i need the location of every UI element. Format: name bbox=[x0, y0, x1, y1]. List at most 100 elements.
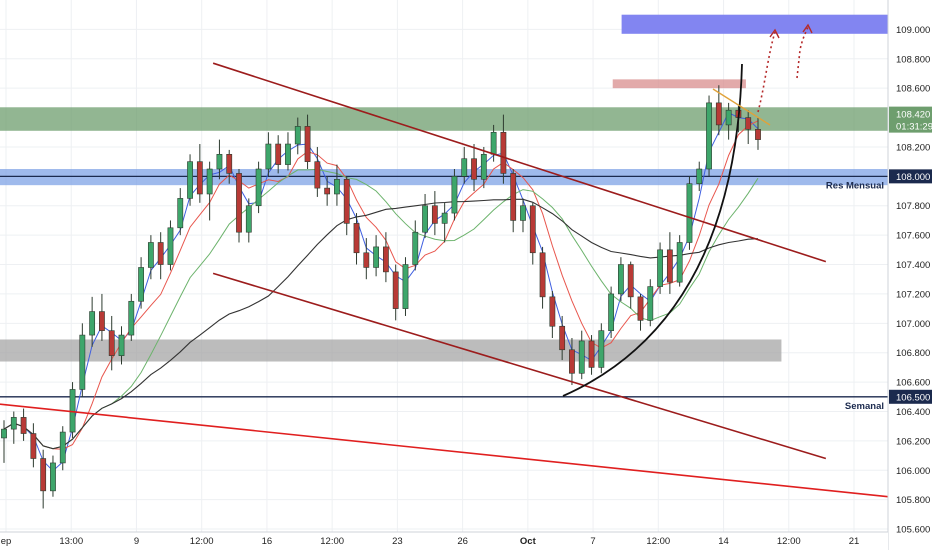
candle-body bbox=[20, 417, 27, 434]
res-mensual-line-label: Res Mensual bbox=[826, 180, 884, 191]
time-tick-label: 23 bbox=[392, 536, 403, 547]
channel-upper bbox=[212, 62, 827, 263]
candle-body bbox=[696, 168, 703, 185]
candle-body bbox=[529, 205, 536, 254]
level-106-label: 106.500 bbox=[896, 392, 930, 403]
channel-lower bbox=[212, 272, 827, 460]
price-tick-label: 106.800 bbox=[896, 348, 930, 359]
candle-body bbox=[755, 129, 761, 140]
candle-body bbox=[382, 246, 389, 273]
candle-body bbox=[422, 205, 428, 233]
time-tick-label: 21 bbox=[849, 536, 860, 547]
candle-body bbox=[245, 205, 252, 233]
candle-body bbox=[451, 176, 458, 214]
candle-body bbox=[40, 458, 47, 492]
candle-body bbox=[471, 158, 477, 180]
candle-body bbox=[1, 428, 7, 439]
candle-body bbox=[118, 334, 125, 356]
candle-body bbox=[637, 296, 644, 321]
candle-body bbox=[373, 246, 380, 268]
time-tick-label: 12:00 bbox=[777, 536, 801, 547]
ma-green bbox=[3, 168, 759, 450]
time-axis-bg bbox=[0, 532, 888, 550]
resistance-green-zone bbox=[0, 107, 888, 131]
time-tick-label: Oct bbox=[520, 536, 537, 547]
candle-body bbox=[480, 154, 487, 180]
time-tick-label: ep bbox=[1, 536, 12, 547]
long-trend bbox=[0, 403, 889, 498]
candle-body bbox=[108, 330, 115, 356]
arrowhead-1 bbox=[769, 28, 780, 39]
candle-body bbox=[138, 267, 144, 302]
resistance-red-zone bbox=[612, 79, 746, 89]
candle-body bbox=[187, 161, 193, 199]
support-gray-zone bbox=[0, 339, 782, 362]
candle-body bbox=[706, 102, 712, 170]
candle-body bbox=[618, 264, 624, 295]
price-tick-label: 106.000 bbox=[896, 466, 930, 477]
price-tick-label: 108.800 bbox=[896, 54, 930, 65]
candle-body bbox=[324, 187, 331, 195]
candle-body bbox=[99, 311, 105, 331]
candle-body bbox=[343, 178, 350, 224]
time-tick-label: 12:00 bbox=[190, 536, 214, 547]
price-axis[interactable]: 109.000 108.800 108.600 108.200 107.800 107.6… bbox=[887, 0, 932, 550]
price-tick-label: 107.400 bbox=[896, 260, 930, 271]
price-tick-label: 106.200 bbox=[896, 436, 930, 447]
time-tick-label: 7 bbox=[590, 536, 595, 547]
candle-body bbox=[657, 249, 663, 287]
candle-body bbox=[725, 109, 732, 126]
candle-body bbox=[304, 126, 311, 162]
semanal-line-label: Semanal bbox=[845, 401, 884, 412]
time-tick-label: 16 bbox=[262, 536, 273, 547]
price-tick-label: 109.000 bbox=[896, 25, 930, 36]
target-zone bbox=[621, 14, 888, 34]
time-axis[interactable]: ep 13:00 9 12:00 16 12:00 23 26 Oct 7 12:00 14 12:00… bbox=[0, 531, 888, 550]
projection-arrow-2 bbox=[796, 26, 809, 79]
candle-body bbox=[275, 143, 282, 165]
candle-body bbox=[167, 227, 174, 265]
candle-body bbox=[441, 212, 448, 224]
trend-lines bbox=[0, 62, 889, 498]
candle-body bbox=[236, 173, 242, 233]
candle-body bbox=[647, 286, 654, 321]
ma-black bbox=[3, 198, 759, 450]
price-tick-label: 108.600 bbox=[896, 84, 930, 95]
candle-body bbox=[59, 431, 66, 464]
candle-body bbox=[89, 311, 96, 336]
time-tick-label: 14 bbox=[718, 536, 729, 547]
price-tick-label: 106.400 bbox=[896, 407, 930, 418]
price-tick-label: 105.600 bbox=[896, 525, 930, 536]
candle-body bbox=[255, 168, 262, 207]
arrowhead-2 bbox=[802, 23, 813, 34]
candle-body bbox=[431, 205, 438, 224]
price-tick-label: 107.200 bbox=[896, 289, 930, 300]
time-tick-label: 12:00 bbox=[646, 536, 670, 547]
price-tick-label: 107.800 bbox=[896, 201, 930, 212]
candle-body bbox=[128, 300, 135, 336]
candle-body bbox=[157, 242, 164, 265]
time-tick-label: 9 bbox=[134, 536, 139, 547]
candle-body bbox=[10, 417, 17, 430]
wedge-line bbox=[712, 88, 771, 126]
candle-body bbox=[353, 223, 360, 254]
candle-body bbox=[510, 173, 517, 221]
rounding-bottom-arc bbox=[562, 63, 743, 397]
candle-body bbox=[549, 296, 556, 327]
candle-body bbox=[79, 334, 86, 390]
candles bbox=[1, 85, 761, 509]
candle-body bbox=[745, 117, 752, 130]
candle-body bbox=[676, 242, 683, 283]
level-108-label: 108.000 bbox=[896, 172, 930, 183]
price-tick-label: 107.000 bbox=[896, 319, 930, 330]
level-108-tag bbox=[889, 169, 932, 184]
horizontal-lines: Res Mensual Semanal bbox=[0, 175, 888, 412]
candle-body bbox=[30, 433, 37, 459]
time-tick-label: 26 bbox=[457, 536, 468, 547]
candle-body bbox=[598, 330, 605, 368]
candle-body bbox=[627, 264, 634, 298]
annotations bbox=[562, 23, 813, 397]
candle-body bbox=[412, 231, 419, 265]
candle-body bbox=[402, 264, 409, 309]
